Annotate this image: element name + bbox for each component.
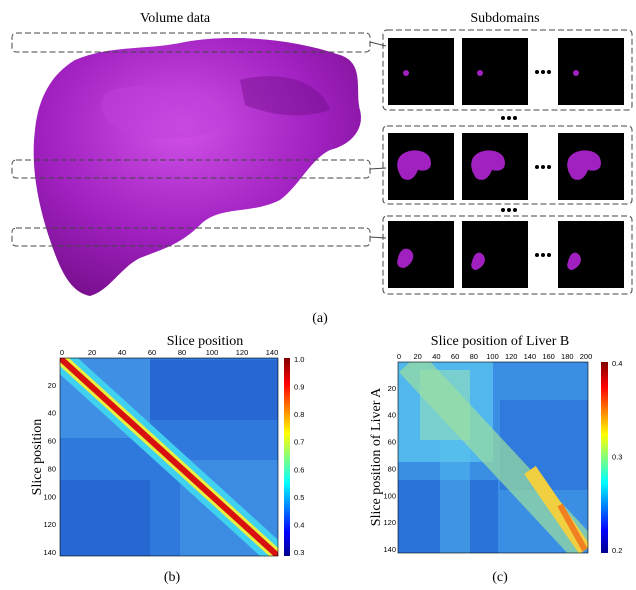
y-tick-label: 40 [388, 411, 396, 420]
colorbar-tick-label: 0.8 [294, 410, 304, 419]
x-tick-label: 120 [505, 352, 518, 361]
x-tick-label: 160 [542, 352, 555, 361]
y-tick-label: 20 [388, 384, 396, 393]
x-tick-label: 40 [118, 348, 126, 357]
x-tick-label: 140 [266, 348, 279, 357]
colorbar-tick-label: 0.7 [294, 438, 304, 447]
arrow [370, 42, 386, 238]
y-tick-label: 80 [388, 464, 396, 473]
x-tick-label: 0 [60, 348, 64, 357]
slice-image [558, 221, 624, 288]
colorbar-tick-label: 0.6 [294, 465, 304, 474]
colorbar [601, 362, 608, 553]
x-tick-label: 200 [580, 352, 593, 361]
colorbar [284, 358, 290, 556]
y-tick-label: 40 [48, 409, 56, 418]
caption: (b) [164, 570, 181, 585]
x-tick-label: 100 [486, 352, 499, 361]
x-tick-label: 80 [178, 348, 186, 357]
y-tick-label: 120 [43, 520, 56, 529]
panel-title: Slice position [167, 334, 244, 349]
y-tick-label: 100 [383, 491, 396, 500]
colorbar-tick-label: 0.4 [294, 520, 304, 529]
y-tick-label: 100 [43, 492, 56, 501]
x-tick-label: 60 [451, 352, 459, 361]
y-tick-label: 80 [48, 464, 56, 473]
slice-image [558, 38, 624, 105]
page: Figure {"figure": { "panel_a": {"left_ti… [0, 0, 636, 590]
heatmap [60, 358, 278, 556]
slice-shape [477, 70, 483, 76]
liver-volume [34, 38, 361, 296]
right-title: Subdomains [470, 11, 539, 26]
slice-shape [403, 70, 409, 76]
left-title: Volume data [140, 11, 211, 26]
y-tick-label: 140 [43, 548, 56, 557]
x-tick-label: 20 [88, 348, 96, 357]
y-tick-label: 120 [383, 518, 396, 527]
body: Volume data Subdomains (a) [0, 0, 636, 590]
slice-image [462, 221, 528, 288]
x-tick-label: 80 [470, 352, 478, 361]
colorbar-tick-label: 1.0 [294, 355, 304, 364]
caption: (c) [492, 570, 508, 585]
colorbar-tick-label: 0.9 [294, 383, 304, 392]
x-tick-label: 0 [397, 352, 401, 361]
y-tick-label: 60 [48, 437, 56, 446]
panel-title: Slice position of Liver B [431, 334, 569, 349]
figure: Volume data Subdomains (a) [0, 0, 636, 590]
x-tick-label: 180 [561, 352, 574, 361]
x-tick-label: 100 [206, 348, 219, 357]
y-label: Slice position of Liver A [369, 387, 384, 526]
slice-image [462, 38, 528, 105]
subdomain-slices [388, 38, 624, 288]
colorbar-tick-label: 0.4 [612, 359, 622, 368]
x-tick-label: 120 [236, 348, 249, 357]
heatmap [398, 362, 588, 553]
caption: (a) [312, 311, 328, 326]
y-tick-label: 140 [383, 545, 396, 554]
colorbar-tick-label: 0.3 [612, 452, 622, 461]
slice-image [388, 221, 454, 288]
x-tick-label: 140 [524, 352, 537, 361]
y-tick-label: 20 [48, 381, 56, 390]
x-tick-label: 20 [414, 352, 422, 361]
slice-shape [573, 70, 579, 76]
colorbar-tick-label: 0.2 [612, 546, 622, 555]
x-tick-label: 60 [148, 348, 156, 357]
x-tick-label: 40 [432, 352, 440, 361]
y-label: Slice position [30, 419, 45, 496]
y-tick-label: 60 [388, 438, 396, 447]
slice-image [388, 38, 454, 105]
colorbar-tick-label: 0.5 [294, 493, 304, 502]
colorbar-tick-label: 0.3 [294, 548, 304, 557]
